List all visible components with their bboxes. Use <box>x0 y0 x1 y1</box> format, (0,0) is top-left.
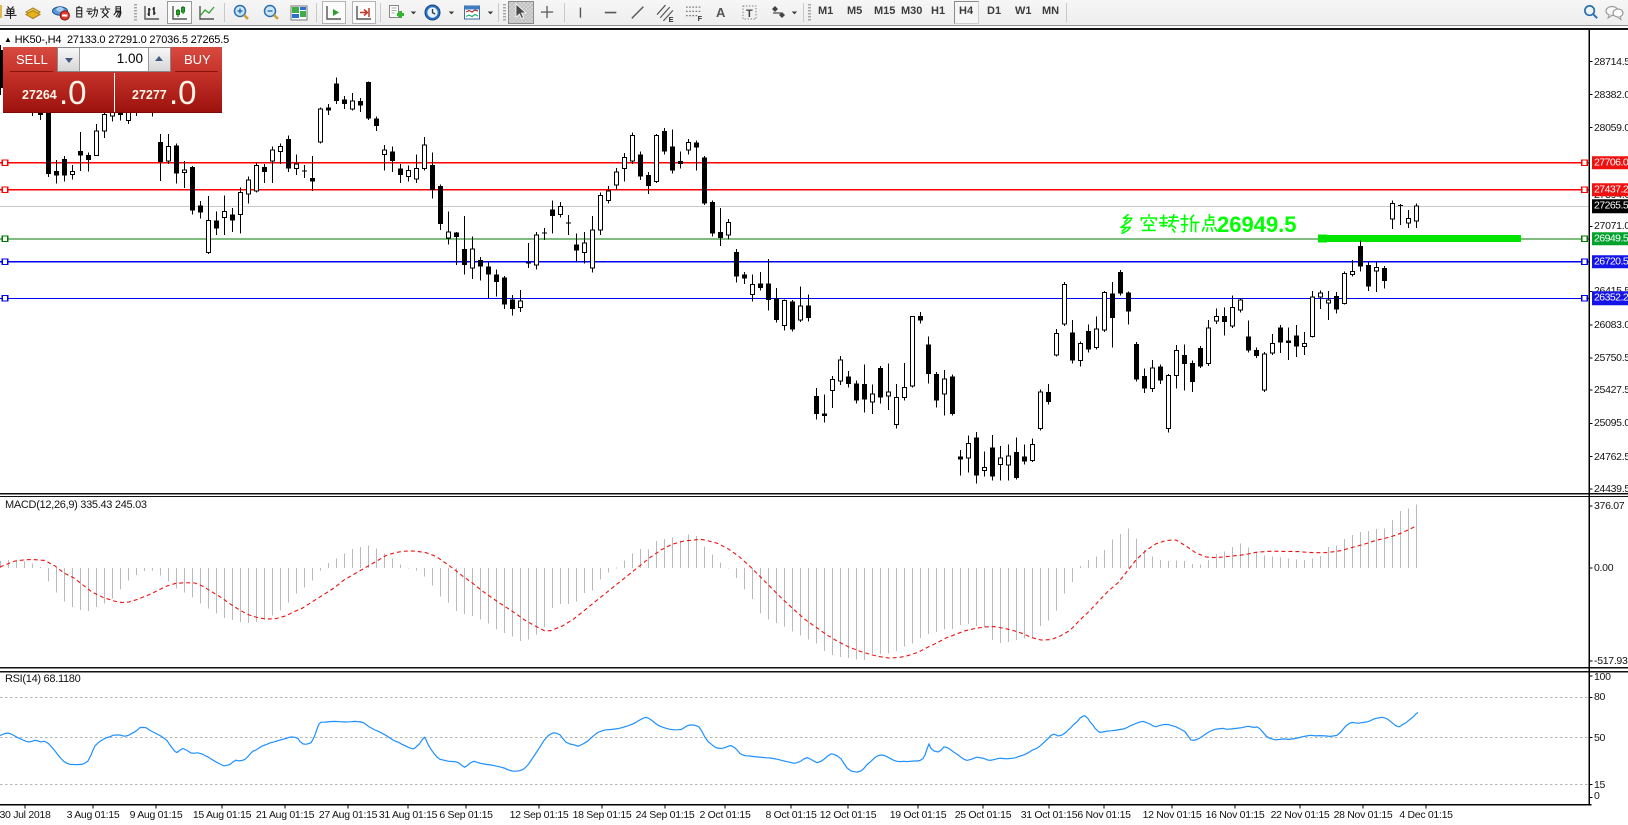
svg-text:F: F <box>698 14 703 23</box>
svg-text:E: E <box>669 15 674 23</box>
svg-text:T: T <box>746 8 753 20</box>
